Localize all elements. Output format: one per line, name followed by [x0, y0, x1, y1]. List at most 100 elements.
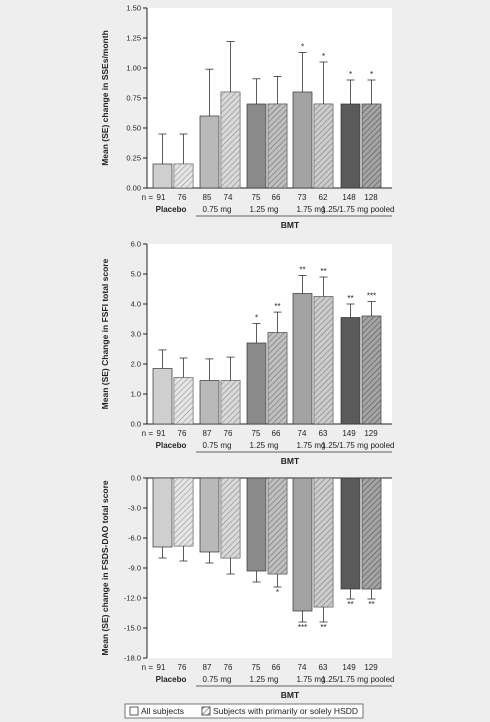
bmt-label: BMT — [281, 220, 300, 230]
significance-marker: * — [301, 42, 304, 51]
n-value: 76 — [224, 429, 233, 438]
n-value: 74 — [224, 193, 233, 202]
bar-hsdd-fill-4 — [314, 296, 333, 424]
y-tick-label: -18.0 — [124, 654, 141, 663]
y-tick-label: -12.0 — [124, 594, 141, 603]
bar-hsdd-fill-5 — [362, 478, 381, 589]
n-value: 73 — [298, 193, 307, 202]
bar-hsdd-fill-2 — [221, 380, 240, 424]
y-tick-label: 5.0 — [131, 270, 141, 279]
legend-swatch-hsdd — [201, 706, 211, 716]
n-value: 87 — [203, 429, 212, 438]
n-value: 76 — [178, 429, 187, 438]
significance-marker: *** — [298, 623, 307, 632]
chart-panels: 0.00 0.25 0.50 0.75 1.00 1.25 1.50 Mean (SE) ch… — [100, 4, 394, 700]
n-value: 66 — [272, 193, 281, 202]
bar-hsdd-fill-5 — [362, 104, 381, 188]
bar-hsdd-fill-1 — [174, 164, 193, 188]
legend-label-hsdd: Subjects with primarily or solely HSDD — [213, 706, 358, 716]
group-label: 1.25/1.75 mg pooled — [322, 675, 395, 684]
y-tick-label: 0.00 — [126, 184, 141, 193]
group-label: Placebo — [156, 441, 187, 450]
bar-hsdd-fill-5 — [362, 316, 381, 424]
legend: All subjects Subjects with primarily or … — [124, 703, 364, 719]
group-label: 0.75 mg — [203, 205, 232, 214]
n-value: 87 — [203, 663, 212, 672]
bar-hsdd-fill-2 — [221, 92, 240, 188]
n-value: 75 — [252, 663, 261, 672]
n-value: 76 — [178, 663, 187, 672]
y-tick-label: 0.75 — [126, 94, 141, 103]
y-tick-label: 4.0 — [131, 300, 141, 309]
n-value: 148 — [342, 193, 356, 202]
group-label: 1.25 mg — [250, 205, 279, 214]
n-value: 129 — [364, 429, 378, 438]
chart-panel-3: 0.0 -3.0 -6.0 -9.0 -12.0 -15.0 -18.0 Mean (SE) … — [100, 474, 394, 700]
n-value: 129 — [364, 663, 378, 672]
significance-marker: ** — [368, 600, 374, 609]
y-tick-label: 1.0 — [131, 390, 141, 399]
significance-marker: ** — [347, 600, 353, 609]
bar-all-subjects-4 — [292, 477, 313, 612]
bar-hsdd-fill-1 — [174, 478, 193, 546]
n-value: 91 — [157, 663, 166, 672]
y-tick-label: 0.0 — [131, 420, 141, 429]
y-tick-label: 0.50 — [126, 124, 141, 133]
bar-all-subjects-3 — [246, 103, 267, 189]
group-label: 0.75 mg — [203, 675, 232, 684]
n-value: 66 — [272, 663, 281, 672]
significance-marker: * — [370, 70, 373, 79]
n-prefix: n = — [142, 193, 154, 202]
group-label: Placebo — [156, 675, 187, 684]
bar-all-subjects-2 — [199, 477, 220, 553]
bar-all-subjects-1 — [152, 368, 173, 425]
bar-all-subjects-3 — [246, 477, 267, 572]
y-tick-label: -15.0 — [124, 624, 141, 633]
bar-all-subjects-5 — [340, 103, 361, 189]
n-value: 66 — [272, 429, 281, 438]
group-label: 1.25 mg — [250, 675, 279, 684]
n-value: 128 — [364, 193, 378, 202]
significance-marker: * — [322, 52, 325, 61]
significance-marker: * — [255, 314, 258, 323]
chart-panel-2: 0.0 1.0 2.0 3.0 4.0 5.0 6.0 Mean (SE) Change in… — [100, 240, 394, 466]
y-tick-label: 1.00 — [126, 64, 141, 73]
bar-all-subjects-2 — [199, 380, 220, 425]
n-value: 75 — [252, 429, 261, 438]
group-label: Placebo — [156, 205, 187, 214]
significance-marker: *** — [367, 292, 376, 301]
y-tick-label: 0.0 — [131, 474, 141, 483]
legend-label-all-subjects: All subjects — [141, 706, 184, 716]
group-label: 0.75 mg — [203, 441, 232, 450]
y-tick-label: -9.0 — [128, 564, 141, 573]
bar-hsdd-fill-3 — [268, 104, 287, 188]
group-label: 1.25/1.75 mg pooled — [322, 441, 395, 450]
significance-marker: ** — [299, 266, 305, 275]
significance-marker: ** — [320, 267, 326, 276]
n-value: 62 — [319, 193, 328, 202]
group-label: 1.75 mg — [297, 675, 326, 684]
bar-all-subjects-5 — [340, 477, 361, 590]
significance-marker: ** — [347, 294, 353, 303]
y-axis-label: Mean (SE) change in SSEs/month — [100, 30, 110, 166]
n-prefix: n = — [142, 429, 154, 438]
bar-all-subjects-4 — [292, 91, 313, 189]
y-tick-label: 2.0 — [131, 360, 141, 369]
n-value: 91 — [157, 429, 166, 438]
y-axis-label: Mean (SE) change in FSDS-DAO total score — [100, 480, 110, 655]
n-value: 76 — [224, 663, 233, 672]
y-tick-label: 0.25 — [126, 154, 141, 163]
n-value: 85 — [203, 193, 212, 202]
bmt-label: BMT — [281, 690, 300, 700]
bar-all-subjects-1 — [152, 163, 173, 189]
n-value: 149 — [342, 663, 356, 672]
y-tick-label: 1.50 — [126, 4, 141, 13]
y-tick-label: -3.0 — [128, 504, 141, 513]
n-value: 63 — [319, 429, 328, 438]
significance-marker: * — [349, 70, 352, 79]
bar-all-subjects-1 — [152, 477, 173, 548]
y-axis-label: Mean (SE) Change in FSFI total score — [100, 258, 110, 409]
group-label: 1.25/1.75 mg pooled — [322, 205, 395, 214]
significance-marker: ** — [274, 302, 280, 311]
n-prefix: n = — [142, 663, 154, 672]
